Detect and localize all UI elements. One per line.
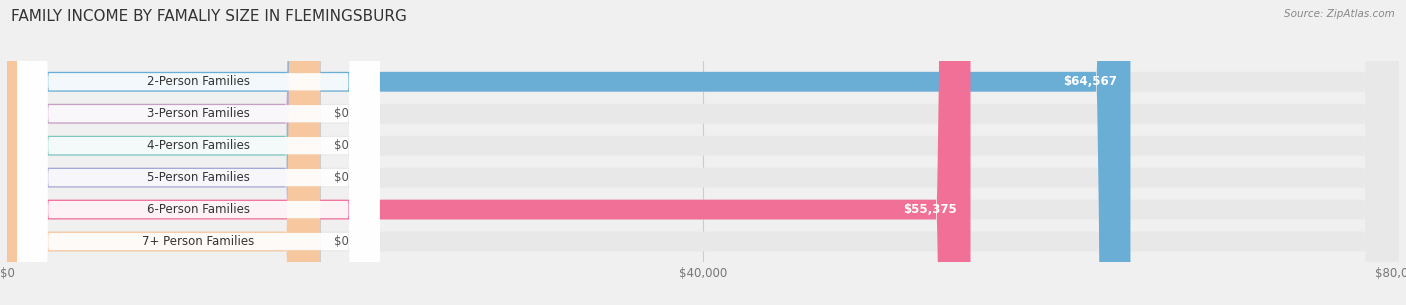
FancyBboxPatch shape xyxy=(7,0,1399,305)
Text: 2-Person Families: 2-Person Families xyxy=(146,75,250,88)
Text: FAMILY INCOME BY FAMALIY SIZE IN FLEMINGSBURG: FAMILY INCOME BY FAMALIY SIZE IN FLEMING… xyxy=(11,9,408,24)
FancyBboxPatch shape xyxy=(7,0,1399,305)
FancyBboxPatch shape xyxy=(7,0,321,305)
FancyBboxPatch shape xyxy=(7,0,1399,305)
Text: $0: $0 xyxy=(335,235,349,248)
FancyBboxPatch shape xyxy=(7,0,1399,305)
FancyBboxPatch shape xyxy=(7,0,970,305)
FancyBboxPatch shape xyxy=(17,0,380,305)
Text: $64,567: $64,567 xyxy=(1063,75,1116,88)
FancyBboxPatch shape xyxy=(7,0,1399,305)
Text: 3-Person Families: 3-Person Families xyxy=(148,107,250,120)
FancyBboxPatch shape xyxy=(7,0,1130,305)
Text: 7+ Person Families: 7+ Person Families xyxy=(142,235,254,248)
FancyBboxPatch shape xyxy=(7,0,321,305)
FancyBboxPatch shape xyxy=(7,0,321,305)
FancyBboxPatch shape xyxy=(17,0,380,305)
FancyBboxPatch shape xyxy=(17,0,380,305)
Text: $0: $0 xyxy=(335,107,349,120)
Text: 4-Person Families: 4-Person Families xyxy=(146,139,250,152)
FancyBboxPatch shape xyxy=(7,0,321,305)
Text: $0: $0 xyxy=(335,139,349,152)
Text: 5-Person Families: 5-Person Families xyxy=(148,171,250,184)
Text: Source: ZipAtlas.com: Source: ZipAtlas.com xyxy=(1284,9,1395,19)
Text: $0: $0 xyxy=(335,171,349,184)
FancyBboxPatch shape xyxy=(7,0,1399,305)
FancyBboxPatch shape xyxy=(17,0,380,305)
Text: 6-Person Families: 6-Person Families xyxy=(146,203,250,216)
Text: $55,375: $55,375 xyxy=(903,203,956,216)
FancyBboxPatch shape xyxy=(17,0,380,305)
FancyBboxPatch shape xyxy=(17,0,380,305)
